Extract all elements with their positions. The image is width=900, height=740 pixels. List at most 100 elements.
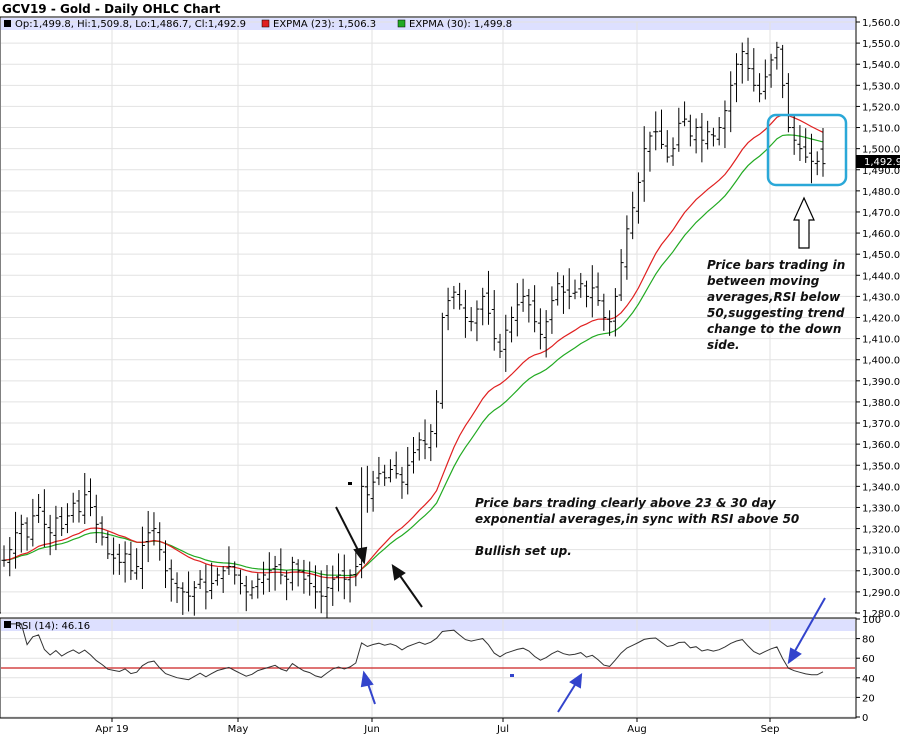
ohlc-bar	[36, 493, 42, 523]
ohlc-bar	[647, 131, 653, 172]
price-axis: 1,280.0 1,290.0 1,300.0 1,310.0 1,320.0 1,330…	[856, 18, 900, 620]
ohlc-bar	[439, 312, 445, 409]
ohlc-bar	[716, 117, 722, 146]
y-tick-label: 1,500.0	[862, 145, 900, 156]
y-tick-label: 1,320.0	[862, 525, 900, 536]
ema23-line	[3, 114, 824, 579]
ohlc-bar	[687, 114, 693, 147]
annotation-line-6: side.	[707, 338, 740, 352]
ohlc-bar	[808, 133, 814, 184]
rsi-legend: RSI (14): 46.16	[15, 621, 90, 632]
ohlc-bar	[382, 464, 388, 486]
ohlc-bar	[411, 436, 416, 474]
ohlc-bar	[820, 127, 826, 177]
ohlc-bar	[814, 151, 820, 176]
ohlc-bar	[47, 514, 53, 556]
ohlc-bar	[589, 265, 595, 318]
ohlc-bar	[497, 333, 503, 359]
ohlc-bar	[295, 559, 301, 587]
ohlc-bar	[105, 531, 111, 560]
ohlc-bar	[739, 42, 745, 84]
ohlc-bar	[330, 565, 336, 606]
ohlc-bar	[537, 308, 543, 350]
ohlc-bar	[670, 137, 676, 166]
ohlc-bar	[641, 126, 647, 202]
ohlc-bar	[682, 101, 688, 127]
ohlc-bar	[803, 128, 809, 163]
y-tick-label: 1,370.0	[862, 419, 900, 430]
y-tick-label: 1,440.0	[862, 271, 900, 282]
ohlc-bar	[336, 553, 342, 592]
ohlc-bar	[324, 565, 330, 618]
ohlc-bar	[232, 561, 238, 585]
chart-title: GCV19 - Gold - Daily OHLC Chart	[2, 2, 221, 16]
annotation-middle-line-2: exponential averages,in sync with RSI ab…	[475, 512, 799, 526]
rsi-y-tick-label: 60	[862, 654, 875, 665]
ohlc-bar	[41, 489, 47, 547]
y-tick-label: 1,550.0	[862, 39, 900, 50]
ohlc-bar	[399, 466, 405, 499]
ohlc-bar	[93, 494, 99, 543]
y-tick-label: 1,470.0	[862, 208, 900, 219]
y-tick-label: 1,380.0	[862, 398, 900, 409]
y-tick-label: 1,430.0	[862, 292, 900, 303]
y-tick-label: 1,420.0	[862, 314, 900, 325]
ohlc-bar	[59, 507, 65, 537]
rsi-y-tick-label: 20	[862, 693, 875, 704]
highlight-box	[766, 113, 848, 187]
ohlc-bar	[301, 559, 307, 594]
x-tick-label: May	[228, 724, 249, 735]
ohlc-bar	[387, 459, 393, 483]
ohlc-bar	[116, 543, 122, 575]
last-price-label: 1,492.9	[864, 157, 900, 168]
ohlc-bar	[676, 107, 682, 152]
rsi-legend-band	[1, 619, 855, 631]
ohlc-bar	[612, 288, 618, 337]
y-tick-label: 1,520.0	[862, 102, 900, 113]
y-tick-label: 1,360.0	[862, 440, 900, 451]
ohlc-bar	[272, 555, 278, 591]
ohlc-bar	[278, 548, 284, 585]
x-tick-label: Jun	[363, 724, 380, 735]
black-arrow-down-right-icon	[335, 506, 368, 565]
ohlc-bar	[543, 310, 549, 358]
ohlc-bar	[566, 268, 572, 310]
ohlc-bar	[111, 537, 117, 575]
x-tick-label: Jul	[496, 724, 509, 735]
ohlc-bar	[664, 130, 670, 163]
y-tick-label: 1,510.0	[862, 124, 900, 135]
ohlc-bar	[318, 570, 324, 614]
ohlc-bar	[151, 512, 157, 546]
ohlc-bar	[139, 526, 145, 590]
ohlc-bar	[30, 498, 36, 547]
ohlc-bar	[416, 432, 422, 461]
ohlc-bar	[53, 505, 59, 551]
ohlc-bar	[237, 569, 243, 595]
ohlc-bar	[532, 285, 538, 333]
ohlc-bar	[757, 73, 763, 103]
ohlc-bar	[243, 575, 249, 612]
price-panel	[0, 16, 857, 614]
ohlc-bar	[203, 564, 209, 610]
ohlc-bar	[745, 37, 751, 81]
ohlc-bar	[728, 71, 734, 133]
ohlc-bar	[180, 582, 186, 615]
ohlc-bar	[514, 283, 520, 337]
ohlc-bar	[70, 492, 76, 523]
y-tick-label: 1,450.0	[862, 250, 900, 261]
ohlc-bar	[520, 278, 526, 312]
ohlc-bar	[174, 572, 180, 604]
ohlc-bar	[341, 554, 347, 600]
x-tick-label: Aug	[627, 724, 647, 735]
x-axis: Apr 19 May Jun Jul Aug Sep	[95, 718, 779, 735]
ohlc-bar	[710, 127, 716, 147]
ohlc-bar	[434, 390, 440, 448]
y-tick-label: 1,410.0	[862, 335, 900, 346]
blue-arrow-middle-icon	[557, 672, 583, 713]
legend-band	[1, 18, 855, 30]
stray-mark	[348, 482, 352, 485]
ohlc-bar	[485, 270, 491, 325]
ohlc-bar	[560, 275, 566, 314]
ohlc-bar	[266, 552, 272, 592]
